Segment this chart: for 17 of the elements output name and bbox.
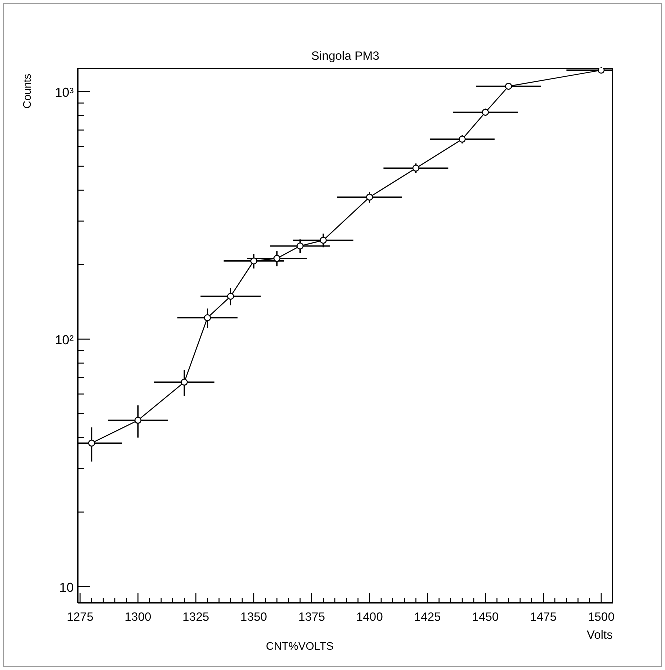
x-tick-label: 1375 [298,610,326,624]
x-tick-label: 1350 [240,610,268,624]
x-tick-label: 1425 [414,610,442,624]
x-tick-label: 1275 [66,610,94,624]
x-tick-label: 1500 [588,610,616,624]
text: CNT%VOLTS [265,641,335,653]
y-tick-label: 10³ [55,84,75,100]
y-tick-label: 10² [55,332,75,348]
x-tick-label: 1325 [182,610,210,624]
y-tick-label: 10 [60,580,74,595]
x-axis-title: Volts [586,628,613,642]
y-axis-title: Counts [22,74,34,109]
x-tick-label: 1450 [472,610,500,624]
x-tick-label: 1400 [356,610,384,624]
x-tick-label: 1300 [124,610,152,624]
chart-title: Singola PM3 [310,49,381,63]
x-tick-label: 1475 [530,610,558,624]
